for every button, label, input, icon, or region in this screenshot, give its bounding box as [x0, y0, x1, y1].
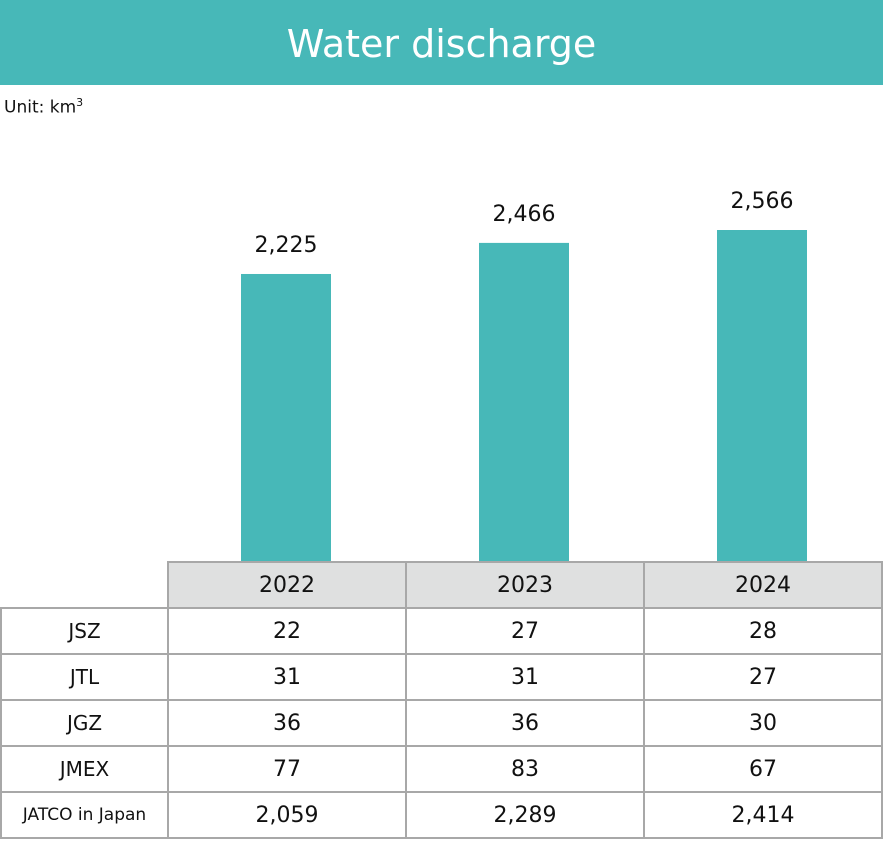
data-table: 2022 2023 2024 JSZ 22 27 28 JTL 31 31 27 JGZ 36 36 30 J… [0, 561, 883, 839]
table-row: JGZ 36 36 30 [0, 699, 883, 747]
row-label: JATCO in Japan [0, 791, 169, 839]
table-cell: 31 [167, 653, 407, 701]
bar-2023 [479, 242, 569, 561]
bar-plot: 2,225 2,466 2,566 [241, 189, 807, 561]
table-cell: 2,289 [405, 791, 645, 839]
table-row: JMEX 77 83 67 [0, 745, 883, 793]
table-cell: 83 [405, 745, 645, 793]
row-label: JSZ [0, 607, 169, 655]
table-cell: 36 [167, 699, 407, 747]
year-header: 2024 [643, 561, 883, 609]
empty-cell [1, 562, 169, 609]
table-cell: 77 [167, 745, 407, 793]
unit-text: Unit: km [4, 97, 77, 118]
table-cell: 31 [405, 653, 645, 701]
year-header: 2022 [167, 561, 407, 609]
table-cell: 28 [643, 607, 883, 655]
row-label: JTL [0, 653, 169, 701]
row-label: JGZ [0, 699, 169, 747]
data-label-2024: 2,566 [731, 189, 794, 214]
table-cell: 27 [405, 607, 645, 655]
bar-2022 [241, 273, 331, 561]
chart-title: Water discharge [0, 0, 883, 85]
table-cell: 2,059 [167, 791, 407, 839]
data-label-2022: 2,225 [255, 233, 318, 258]
table-cell: 36 [405, 699, 645, 747]
table-row: JSZ 22 27 28 [0, 607, 883, 655]
table-cell: 27 [643, 653, 883, 701]
data-label-2023: 2,466 [493, 202, 556, 227]
row-label: JMEX [0, 745, 169, 793]
unit-superscript: 3 [76, 96, 84, 109]
table-row: JATCO in Japan 2,059 2,289 2,414 [0, 791, 883, 839]
unit-label: Unit: km3 [4, 96, 83, 118]
table-header-row: 2022 2023 2024 [1, 561, 883, 609]
table-cell: 2,414 [643, 791, 883, 839]
table-cell: 30 [643, 699, 883, 747]
table-cell: 22 [167, 607, 407, 655]
table-cell: 67 [643, 745, 883, 793]
bar-2024 [717, 230, 807, 561]
year-header: 2023 [405, 561, 645, 609]
table-row: JTL 31 31 27 [0, 653, 883, 701]
